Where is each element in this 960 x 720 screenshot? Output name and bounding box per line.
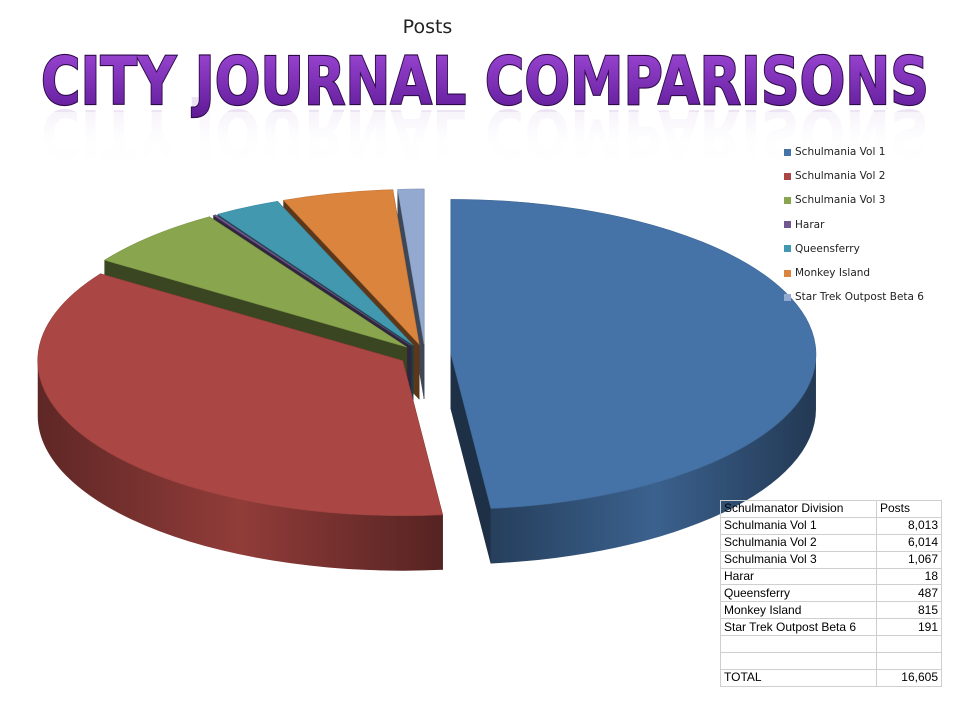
legend-label: Harar xyxy=(795,218,825,231)
legend-item-harar: Harar xyxy=(784,213,960,237)
chart-legend: Schulmania Vol 1 Schulmania Vol 2 Schulman… xyxy=(784,140,960,309)
table-cell-value: 16,605 xyxy=(876,668,942,687)
table-cell-value xyxy=(876,635,942,654)
table-cell-label xyxy=(720,652,877,670)
legend-swatch xyxy=(784,196,791,204)
legend-label: Schulmania Vol 2 xyxy=(795,170,886,183)
pie-slice-schulmania-vol-1 xyxy=(450,199,817,564)
legend-label: Star Trek Outpost Beta 6 xyxy=(795,291,924,304)
legend-swatch xyxy=(784,172,791,180)
legend-swatch xyxy=(784,221,791,229)
legend-label: Queensferry xyxy=(795,242,860,255)
table-header-row: Schulmanator Division Posts xyxy=(720,500,942,518)
table-cell-label: Schulmanator Division xyxy=(720,500,877,518)
table-total-row: TOTAL 16,605 xyxy=(720,668,942,687)
legend-swatch xyxy=(784,269,791,277)
table-row: Star Trek Outpost Beta 6 191 xyxy=(720,618,942,637)
table-cell-label: Harar xyxy=(720,567,877,586)
data-table: Schulmanator Division Posts Schulmania Vol… xyxy=(720,500,942,687)
table-cell-label: Monkey Island xyxy=(720,601,877,620)
legend-item-queensferry: Queensferry xyxy=(784,237,960,261)
table-cell-label: Schulmania Vol 1 xyxy=(720,516,877,535)
table-cell-value xyxy=(876,652,942,670)
headline-text: CITY JOURNAL COMPARISONS xyxy=(41,43,929,120)
table-row: Schulmania Vol 3 1,067 xyxy=(720,550,942,569)
legend-label: Schulmania Vol 1 xyxy=(795,146,886,159)
table-cell-value: 18 xyxy=(876,567,942,586)
table-cell-label: Schulmania Vol 3 xyxy=(720,550,877,569)
table-cell-label: TOTAL xyxy=(720,668,877,687)
table-row: Queensferry 487 xyxy=(720,584,942,603)
legend-item-star-trek-outpost-beta-6: Star Trek Outpost Beta 6 xyxy=(784,285,960,309)
table-cell-value: 191 xyxy=(876,618,942,637)
table-row xyxy=(720,635,942,654)
table-row: Monkey Island 815 xyxy=(720,601,942,620)
legend-swatch xyxy=(784,293,791,301)
headline-title: CITY JOURNAL COMPARISONS CITY JOURNAL CO… xyxy=(0,42,960,176)
table-cell-value: 8,013 xyxy=(876,516,942,535)
legend-item-monkey-island: Monkey Island xyxy=(784,261,960,285)
chart-title: Posts xyxy=(402,16,453,38)
legend-item-schulmania-vol-2: Schulmania Vol 2 xyxy=(784,164,960,188)
legend-label: Schulmania Vol 3 xyxy=(795,194,886,207)
table-row: Harar 18 xyxy=(720,567,942,586)
pie-slice-schulmania-vol-2 xyxy=(37,273,444,571)
legend-swatch xyxy=(784,148,791,156)
table-cell-value: 815 xyxy=(876,601,942,620)
table-cell-value: 487 xyxy=(876,584,942,603)
table-cell-label: Queensferry xyxy=(720,584,877,603)
legend-item-schulmania-vol-1: Schulmania Vol 1 xyxy=(784,140,960,164)
table-cell-value: Posts xyxy=(876,500,942,518)
table-cell-label xyxy=(720,635,877,654)
legend-swatch xyxy=(784,245,791,253)
table-row xyxy=(720,652,942,670)
table-cell-value: 6,014 xyxy=(876,533,942,552)
table-row: Schulmania Vol 1 8,013 xyxy=(720,516,942,535)
legend-item-schulmania-vol-3: Schulmania Vol 3 xyxy=(784,188,960,212)
legend-label: Monkey Island xyxy=(795,267,871,280)
table-cell-label: Schulmania Vol 2 xyxy=(720,533,877,552)
table-cell-label: Star Trek Outpost Beta 6 xyxy=(720,618,877,637)
table-row: Schulmania Vol 2 6,014 xyxy=(720,533,942,552)
table-cell-value: 1,067 xyxy=(876,550,942,569)
